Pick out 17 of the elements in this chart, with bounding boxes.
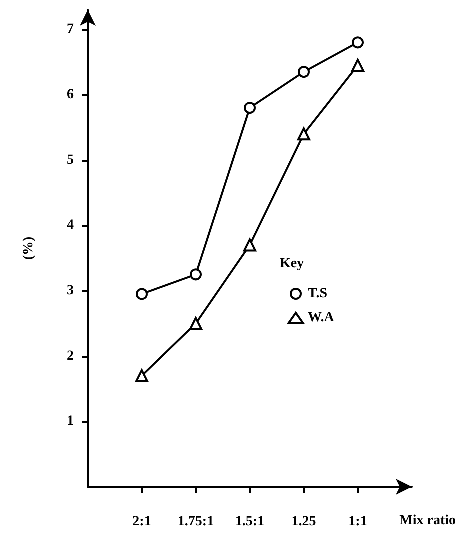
legend-label: T.S bbox=[308, 286, 328, 302]
x-tick-label: 2:1 bbox=[132, 514, 152, 530]
x-axis-title: Mix ratio bbox=[400, 514, 456, 528]
x-tick-label: 1:1 bbox=[348, 514, 368, 530]
y-tick-label: 2 bbox=[67, 348, 74, 364]
legend-label: W.A bbox=[308, 310, 336, 326]
y-axis-title: (%) bbox=[22, 236, 36, 260]
y-tick-label: 3 bbox=[67, 283, 74, 298]
y-tick-label: 7 bbox=[67, 22, 74, 38]
x-tick-label: 1.75:1 bbox=[178, 514, 214, 530]
y-tick-label: 5 bbox=[67, 152, 74, 168]
legend-title: Key bbox=[280, 256, 304, 272]
x-tick-label: 1.5:1 bbox=[235, 514, 265, 530]
y-tick-label: 4 bbox=[67, 218, 74, 234]
y-tick-label: 6 bbox=[67, 87, 74, 102]
y-tick-label: 1 bbox=[67, 414, 74, 430]
x-tick-label: 1.25 bbox=[292, 514, 316, 530]
